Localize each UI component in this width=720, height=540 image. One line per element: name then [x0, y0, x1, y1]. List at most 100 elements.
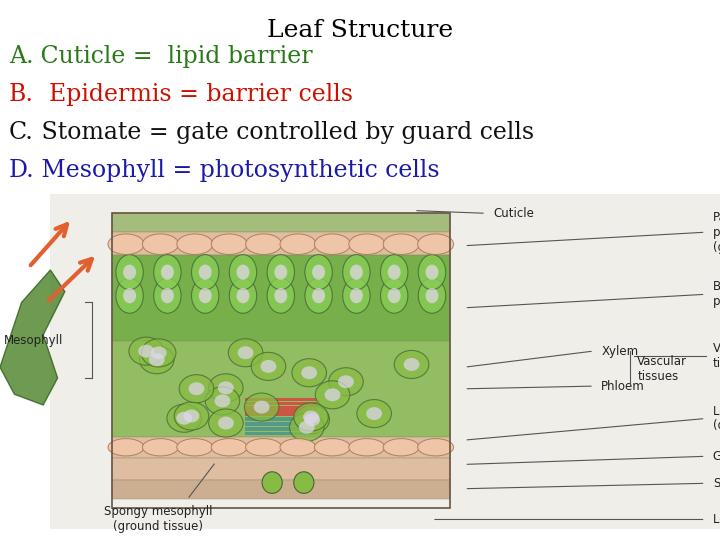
Ellipse shape — [366, 407, 382, 420]
Ellipse shape — [153, 255, 181, 289]
Ellipse shape — [357, 400, 392, 428]
Ellipse shape — [108, 438, 144, 456]
Ellipse shape — [116, 278, 143, 313]
Bar — [112, 480, 450, 499]
Ellipse shape — [143, 234, 179, 254]
Ellipse shape — [380, 278, 408, 313]
Ellipse shape — [418, 438, 454, 456]
Ellipse shape — [280, 438, 316, 456]
Ellipse shape — [418, 234, 454, 254]
Bar — [112, 341, 450, 437]
Ellipse shape — [387, 265, 400, 280]
Text: Cuticle: Cuticle — [493, 207, 534, 220]
Ellipse shape — [141, 339, 176, 367]
Ellipse shape — [426, 265, 438, 280]
Ellipse shape — [267, 278, 294, 313]
Ellipse shape — [177, 438, 213, 456]
Ellipse shape — [230, 278, 257, 313]
Ellipse shape — [238, 346, 253, 359]
Ellipse shape — [418, 255, 446, 289]
Ellipse shape — [129, 337, 163, 365]
Ellipse shape — [215, 394, 230, 407]
Text: Vascular
tissues: Vascular tissues — [713, 342, 720, 370]
Ellipse shape — [350, 288, 363, 303]
Ellipse shape — [230, 255, 257, 289]
Text: A.: A. — [9, 45, 33, 68]
Text: B.: B. — [9, 83, 34, 106]
Ellipse shape — [237, 288, 250, 303]
Ellipse shape — [294, 403, 328, 431]
Text: Lower epidermis: Lower epidermis — [713, 513, 720, 526]
Text: Palisade
parenchyma
(ground tissue): Palisade parenchyma (ground tissue) — [713, 211, 720, 254]
Ellipse shape — [328, 368, 363, 396]
Ellipse shape — [251, 352, 286, 380]
Ellipse shape — [387, 288, 400, 303]
Bar — [50, 194, 720, 529]
Bar — [245, 409, 317, 413]
Ellipse shape — [303, 410, 319, 423]
Ellipse shape — [205, 387, 240, 415]
Ellipse shape — [211, 438, 247, 456]
Text: Guard cell: Guard cell — [713, 450, 720, 463]
Ellipse shape — [294, 472, 314, 494]
Ellipse shape — [174, 402, 209, 430]
Ellipse shape — [348, 438, 384, 456]
Polygon shape — [0, 270, 65, 405]
Ellipse shape — [167, 404, 202, 432]
Text: Bundle sheath
parenchyma: Bundle sheath parenchyma — [713, 280, 720, 308]
Ellipse shape — [211, 234, 247, 254]
Ellipse shape — [305, 413, 320, 426]
Ellipse shape — [108, 234, 144, 254]
Ellipse shape — [380, 255, 408, 289]
Ellipse shape — [395, 350, 429, 379]
Ellipse shape — [184, 409, 199, 422]
Ellipse shape — [383, 438, 419, 456]
Text: Cuticle =  lipid barrier: Cuticle = lipid barrier — [33, 45, 313, 68]
Text: Mesophyll: Mesophyll — [4, 334, 63, 347]
Ellipse shape — [199, 265, 212, 280]
Ellipse shape — [305, 278, 333, 313]
Bar — [112, 213, 450, 232]
Text: Stomate = gate controlled by guard cells: Stomate = gate controlled by guard cells — [34, 121, 534, 144]
Bar — [112, 437, 450, 457]
Text: D.: D. — [9, 159, 35, 181]
Ellipse shape — [299, 421, 315, 434]
Ellipse shape — [199, 288, 212, 303]
Ellipse shape — [253, 401, 269, 414]
Ellipse shape — [280, 234, 316, 254]
Ellipse shape — [149, 353, 165, 366]
Bar — [112, 457, 450, 480]
Text: Epidermis = barrier cells: Epidermis = barrier cells — [34, 83, 353, 106]
Ellipse shape — [404, 358, 420, 371]
Text: Mesophyll = photosynthetic cells: Mesophyll = photosynthetic cells — [35, 159, 440, 181]
Ellipse shape — [246, 438, 282, 456]
Bar — [245, 413, 317, 416]
Ellipse shape — [343, 255, 370, 289]
Text: Phloem: Phloem — [601, 380, 645, 393]
Ellipse shape — [325, 388, 341, 401]
Ellipse shape — [315, 381, 350, 409]
Bar — [245, 406, 317, 409]
Text: Vascular
tissues: Vascular tissues — [637, 355, 687, 382]
Ellipse shape — [138, 345, 154, 357]
Ellipse shape — [348, 234, 384, 254]
Ellipse shape — [244, 393, 279, 421]
Text: C.: C. — [9, 121, 34, 144]
Ellipse shape — [192, 255, 219, 289]
Ellipse shape — [295, 406, 330, 434]
Ellipse shape — [312, 265, 325, 280]
Ellipse shape — [150, 347, 166, 360]
Ellipse shape — [192, 278, 219, 313]
Bar — [245, 417, 317, 421]
Ellipse shape — [140, 346, 174, 374]
Ellipse shape — [426, 288, 438, 303]
Ellipse shape — [262, 472, 282, 494]
Ellipse shape — [218, 381, 234, 394]
Bar — [112, 213, 450, 508]
Ellipse shape — [350, 265, 363, 280]
Ellipse shape — [209, 409, 243, 437]
Ellipse shape — [267, 255, 294, 289]
Ellipse shape — [176, 411, 192, 424]
Ellipse shape — [274, 265, 287, 280]
Bar — [112, 232, 450, 254]
